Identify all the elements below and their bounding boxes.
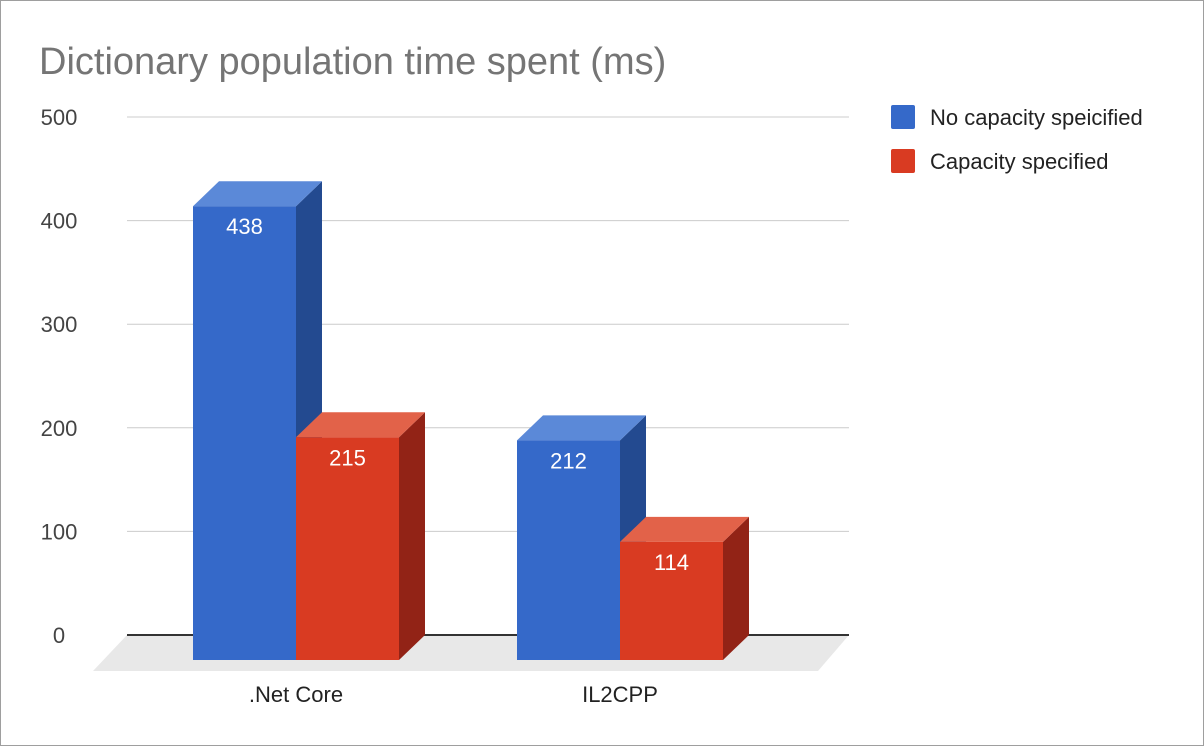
bar-front bbox=[620, 541, 723, 660]
y-tick-label: 300 bbox=[41, 312, 78, 337]
y-axis-ticks: 0 100 200 300 400 500 bbox=[41, 105, 78, 648]
data-labels: 438 215 212 114 bbox=[226, 214, 689, 575]
bar bbox=[620, 516, 749, 660]
bar-side bbox=[399, 412, 425, 660]
legend-label: No capacity speicified bbox=[930, 105, 1143, 130]
bar bbox=[296, 412, 425, 660]
x-tick-label: IL2CPP bbox=[582, 682, 658, 707]
bars bbox=[193, 181, 749, 660]
bar-side bbox=[723, 516, 749, 660]
data-label: 438 bbox=[226, 214, 263, 239]
legend-swatch bbox=[891, 105, 915, 129]
data-label: 212 bbox=[550, 448, 587, 473]
data-label: 114 bbox=[654, 550, 689, 575]
y-tick-label: 0 bbox=[53, 623, 65, 648]
x-axis-categories: .Net Core IL2CPP bbox=[249, 682, 658, 707]
x-tick-label: .Net Core bbox=[249, 682, 343, 707]
bar-top bbox=[620, 516, 749, 542]
bar-top bbox=[517, 415, 646, 441]
y-tick-label: 200 bbox=[41, 416, 78, 441]
legend-label: Capacity specified bbox=[930, 149, 1109, 174]
legend-swatch bbox=[891, 149, 915, 173]
legend-item: No capacity speicified bbox=[891, 105, 1143, 130]
y-tick-label: 100 bbox=[41, 519, 78, 544]
legend-item: Capacity specified bbox=[891, 149, 1109, 174]
chart-title: Dictionary population time spent (ms) bbox=[39, 41, 666, 83]
bar-top bbox=[296, 412, 425, 438]
bar-front bbox=[296, 437, 399, 660]
bar-top bbox=[193, 181, 322, 207]
bar-front bbox=[517, 440, 620, 660]
y-tick-label: 500 bbox=[41, 105, 78, 130]
bar bbox=[193, 181, 322, 660]
bar-front bbox=[193, 206, 296, 660]
y-tick-label: 400 bbox=[41, 209, 78, 234]
legend: No capacity speicified Capacity specified bbox=[891, 105, 1143, 174]
data-label: 215 bbox=[329, 445, 366, 470]
